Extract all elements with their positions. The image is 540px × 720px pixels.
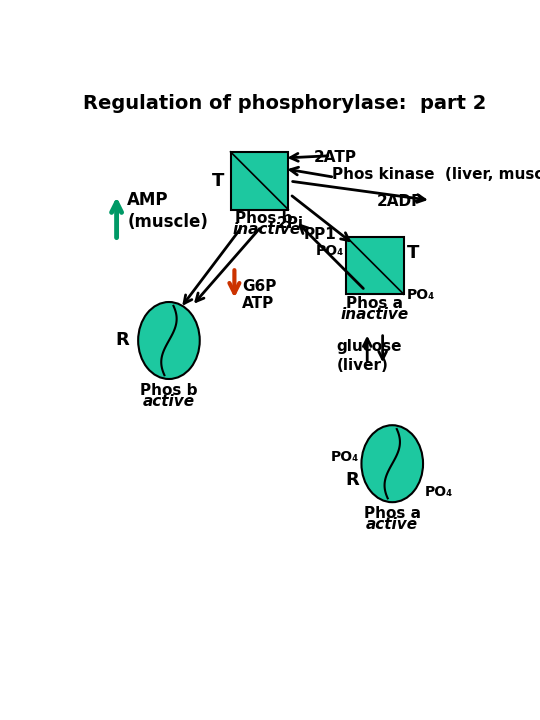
- Text: Regulation of phosphorylase:  part 2: Regulation of phosphorylase: part 2: [83, 94, 486, 113]
- Text: PO₄: PO₄: [407, 288, 435, 302]
- Text: R: R: [346, 472, 359, 490]
- Ellipse shape: [361, 426, 423, 503]
- Text: inactive: inactive: [233, 222, 301, 237]
- Text: active: active: [366, 517, 418, 532]
- Text: Phos a: Phos a: [364, 506, 421, 521]
- Text: Phos b: Phos b: [234, 211, 292, 226]
- Text: PO₄: PO₄: [315, 244, 344, 258]
- Text: 2ATP: 2ATP: [314, 150, 357, 166]
- Bar: [231, 152, 288, 210]
- Text: inactive: inactive: [341, 307, 409, 323]
- Text: Phos kinase  (liver, muscle): Phos kinase (liver, muscle): [332, 167, 540, 182]
- Text: T: T: [212, 172, 225, 190]
- Text: glucose
(liver): glucose (liver): [337, 339, 402, 372]
- Text: PO₄: PO₄: [424, 485, 453, 499]
- Ellipse shape: [138, 302, 200, 379]
- Text: Phos a: Phos a: [347, 296, 403, 311]
- Text: 2ADP: 2ADP: [377, 194, 423, 210]
- Text: AMP
(muscle): AMP (muscle): [127, 191, 208, 231]
- Text: T: T: [407, 244, 419, 262]
- Text: Phos b: Phos b: [140, 383, 198, 398]
- Text: G6P
ATP: G6P ATP: [242, 279, 276, 311]
- Text: active: active: [143, 394, 195, 409]
- Text: 2Pi: 2Pi: [277, 216, 303, 230]
- Text: R: R: [115, 331, 129, 349]
- Bar: [346, 237, 404, 294]
- Text: PO₄: PO₄: [331, 450, 359, 464]
- Text: PP1: PP1: [303, 227, 336, 241]
